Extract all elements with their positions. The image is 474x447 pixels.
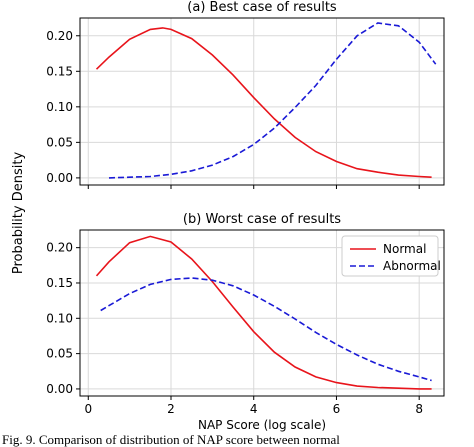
panel-a-title: (a) Best case of results	[187, 0, 337, 15]
panel-b-y-tick-label: 0.10	[46, 311, 73, 325]
panel-b-legend: Normal Abnormal	[341, 235, 441, 277]
panel-b-x-tick-label: 8	[415, 402, 423, 416]
panel-a-axes-frame	[79, 17, 445, 186]
panel-b-axes-frame	[79, 229, 445, 397]
panel-a-series-abnormal	[108, 22, 437, 179]
panel-b-y-tick-label: 0.00	[46, 382, 73, 396]
legend-label-abnormal: Abnormal	[383, 259, 441, 273]
panel-a-y-tick-label: 0.05	[46, 135, 73, 149]
panel-a-series-normal	[95, 27, 432, 178]
panel-b-x-axis-label: NAP Score (log scale)	[198, 418, 326, 432]
panel-a-y-tick-label: 0.15	[46, 64, 73, 78]
panel-worst-case: 0 2 4 6 8 0.00 0.05 0.10 0.15 0.20 (b) Worst case …	[46, 212, 445, 432]
legend-label-normal: Normal	[383, 242, 426, 256]
panel-b-x-tick-label: 6	[333, 402, 341, 416]
panel-b-y-tick-label: 0.20	[46, 241, 73, 255]
panel-b-series-normal	[95, 235, 432, 390]
panel-a-y-tick-label: 0.10	[46, 100, 73, 114]
panel-b-x-tick-label: 4	[250, 402, 258, 416]
panel-best-case: 0.00 0.05 0.10 0.15 0.20 (a) Best case of res…	[46, 0, 445, 189]
panel-b-y-tick-label: 0.15	[46, 276, 73, 290]
panel-b-series-abnormal	[100, 277, 432, 382]
panel-b-y-tick-label: 0.05	[46, 347, 73, 361]
panel-b-title: (b) Worst case of results	[183, 212, 341, 227]
panel-a-y-tick-label: 0.00	[46, 171, 73, 185]
panel-b-x-tick-label: 2	[167, 402, 175, 416]
y-axis-label: Probability Density	[11, 152, 26, 275]
figure-canvas: 0.00 0.05 0.10 0.15 0.20 (a) Best case of res…	[11, 0, 445, 432]
panel-a-y-tick-label: 0.20	[46, 29, 73, 43]
legend-box	[341, 235, 439, 277]
figure-caption: Fig. 9. Comparison of distribution of NA…	[2, 432, 340, 447]
panel-b-x-tick-label: 0	[84, 402, 92, 416]
